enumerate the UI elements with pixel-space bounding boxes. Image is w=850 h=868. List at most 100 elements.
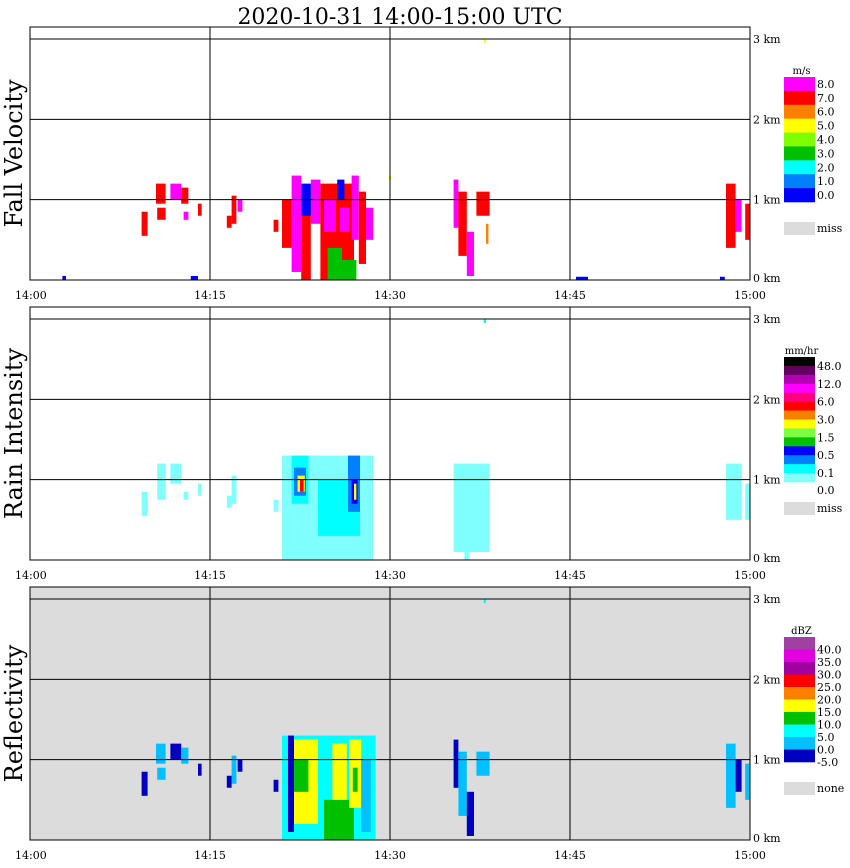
colorbar-label: 0.0 bbox=[817, 484, 835, 497]
echo-cell bbox=[745, 483, 750, 520]
echo-cell bbox=[198, 203, 202, 216]
echo-cell bbox=[181, 747, 189, 764]
colorbar-label: 12.0 bbox=[817, 378, 842, 391]
colorbar-label: 1.5 bbox=[817, 431, 835, 444]
colorbar-swatch bbox=[784, 687, 815, 700]
echo-cell bbox=[351, 175, 359, 240]
echo-cell bbox=[231, 755, 237, 784]
x-tick-label: 14:45 bbox=[554, 569, 586, 582]
x-tick-label: 14:45 bbox=[554, 289, 586, 302]
echo-cell bbox=[294, 759, 309, 792]
colorbar-swatch bbox=[784, 724, 815, 738]
missing-label: miss bbox=[817, 222, 843, 235]
colorbar-legend: mm/hr 48.0 12.0 6.0 3.0 1.5 0.5 0.1 0.0 miss bbox=[784, 346, 843, 515]
echo-cell bbox=[476, 191, 490, 216]
echo-cell bbox=[237, 199, 243, 212]
colorbar-swatch bbox=[784, 428, 815, 438]
x-tick-label: 15:00 bbox=[734, 849, 766, 862]
x-tick-label: 14:00 bbox=[15, 849, 47, 862]
colorbar-swatch bbox=[784, 674, 815, 688]
missing-swatch bbox=[784, 502, 815, 515]
echo-cell bbox=[358, 191, 366, 264]
echo-cell bbox=[337, 179, 345, 200]
x-tick-label: 14:00 bbox=[15, 569, 47, 582]
x-tick-label: 15:00 bbox=[734, 289, 766, 302]
echo-cell bbox=[291, 175, 302, 272]
colorbar-label: 7.0 bbox=[817, 92, 835, 105]
echo-cell bbox=[190, 275, 198, 280]
echo-cell bbox=[483, 599, 486, 604]
colorbar-swatch bbox=[784, 649, 815, 663]
missing-swatch bbox=[784, 222, 815, 235]
echo-cell bbox=[226, 495, 232, 508]
colorbar-swatch bbox=[784, 77, 815, 92]
y-tick-label: 1 km bbox=[753, 754, 781, 767]
colorbar-swatch bbox=[784, 464, 815, 474]
echo-cell bbox=[226, 215, 232, 228]
x-tick-label: 14:45 bbox=[554, 849, 586, 862]
colorbar-label: 6.0 bbox=[817, 106, 835, 119]
colorbar-label: 1.0 bbox=[817, 175, 835, 188]
colorbar-swatch bbox=[784, 712, 815, 725]
echo-cell bbox=[476, 751, 490, 776]
colorbar-swatch bbox=[784, 383, 815, 394]
echo-cell bbox=[273, 499, 279, 512]
colorbar-legend: dBZ 40.035.030.025.020.015.010.05.00.0-5.… bbox=[784, 626, 844, 795]
echo-cell bbox=[170, 743, 182, 760]
echo-cell bbox=[327, 247, 342, 280]
colorbar-swatch bbox=[784, 392, 815, 402]
echo-cell bbox=[342, 259, 357, 280]
echo-cell bbox=[576, 276, 588, 280]
echo-cell bbox=[237, 759, 243, 772]
echo-cell bbox=[157, 767, 166, 780]
echo-cell bbox=[726, 183, 736, 248]
colorbar-swatch bbox=[784, 419, 815, 429]
colorbar-label: 0.0 bbox=[817, 189, 835, 202]
echo-cell bbox=[745, 763, 750, 800]
colorbar-label: 0.1 bbox=[817, 467, 835, 480]
echo-cell bbox=[157, 207, 166, 220]
echo-cell bbox=[62, 275, 66, 280]
colorbar-swatch bbox=[784, 410, 815, 420]
colorbar-swatch bbox=[784, 455, 815, 465]
x-tick-label: 14:00 bbox=[15, 289, 47, 302]
echo-cell bbox=[354, 483, 357, 500]
echo-cell bbox=[301, 191, 311, 280]
colorbar-swatch bbox=[784, 699, 815, 713]
colorbar-swatch bbox=[784, 637, 815, 650]
echo-cell bbox=[453, 463, 490, 552]
y-tick-label: 2 km bbox=[753, 113, 781, 126]
echo-cell bbox=[156, 743, 166, 764]
colorbar-swatch bbox=[784, 160, 815, 175]
echo-cell bbox=[735, 199, 742, 232]
colorbar-swatch bbox=[784, 446, 815, 456]
echo-cell bbox=[157, 463, 166, 500]
echo-cell bbox=[231, 195, 237, 224]
echo-cell bbox=[288, 735, 294, 832]
colorbar-label: 10.0 bbox=[817, 719, 842, 732]
echo-cell bbox=[726, 743, 736, 808]
colorbar-label: 3.0 bbox=[817, 147, 835, 160]
echo-cell bbox=[273, 779, 279, 792]
colorbar-swatch bbox=[784, 357, 815, 367]
colorbar-label: 8.0 bbox=[817, 78, 835, 91]
colorbar-label: 20.0 bbox=[817, 694, 842, 707]
colorbar-swatch bbox=[784, 174, 815, 189]
colorbar-swatch bbox=[784, 737, 815, 750]
echo-cell bbox=[141, 491, 148, 516]
x-tick-label: 14:30 bbox=[374, 569, 406, 582]
panel-reflectivity: 14:00 14:15 14:30 14:45 15:00 0 km 1 km 2 km 3 k… bbox=[0, 586, 844, 862]
x-tick-label: 14:15 bbox=[194, 289, 226, 302]
echo-cell bbox=[726, 463, 742, 520]
colorbar-label: 5.0 bbox=[817, 120, 835, 133]
echo-cell bbox=[458, 191, 467, 256]
echo-cell bbox=[310, 179, 321, 224]
colorbar-label: 5.0 bbox=[817, 731, 835, 744]
echo-cell bbox=[324, 799, 354, 840]
x-tick-label: 14:30 bbox=[374, 289, 406, 302]
echo-cell bbox=[720, 276, 725, 280]
y-tick-label: 2 km bbox=[753, 393, 781, 406]
echo-cell bbox=[282, 199, 292, 248]
echo-cell bbox=[453, 179, 459, 228]
echo-cell bbox=[170, 183, 182, 200]
